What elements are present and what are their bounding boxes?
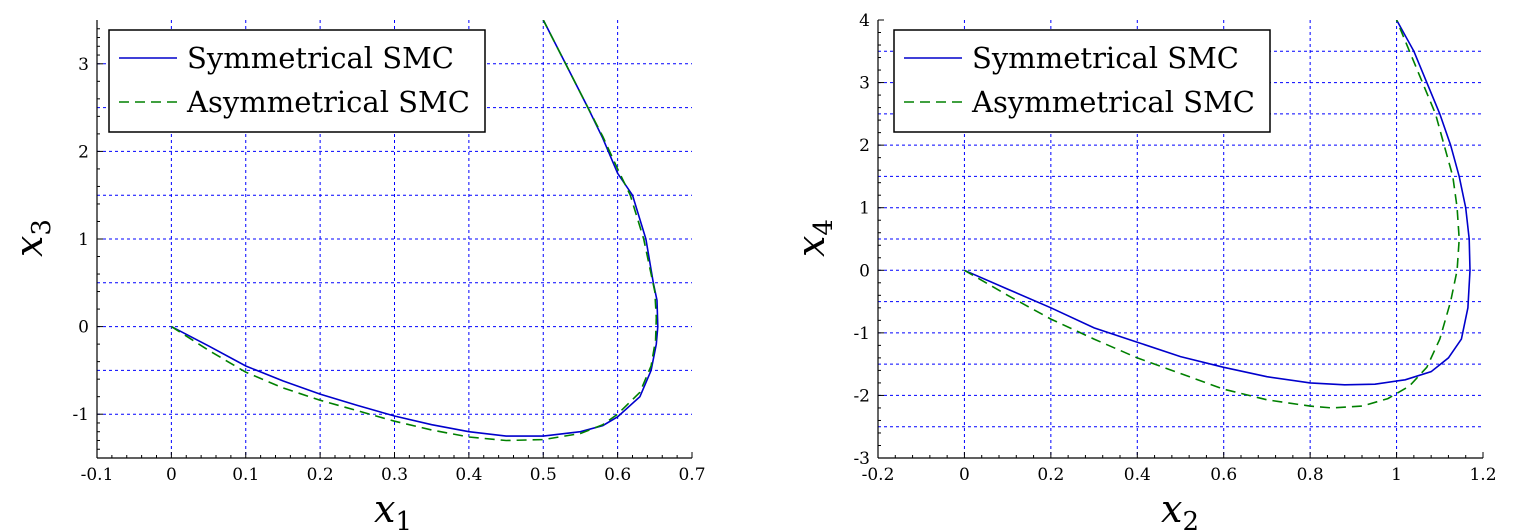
x-tick-label: 0.1 — [232, 465, 259, 485]
x-axis-label-subscript: 2 — [1182, 507, 1199, 532]
x-tick-label: 0.2 — [1037, 465, 1064, 485]
y-tick-label: 3 — [78, 55, 89, 75]
x-tick-label: 0.4 — [1124, 465, 1151, 485]
y-tick-label: 2 — [78, 142, 89, 162]
y-tick-label: 4 — [859, 11, 870, 31]
y-axis-label: x3 — [7, 219, 57, 257]
y-tick-label: 2 — [859, 136, 870, 156]
x-tick-label: 0.2 — [307, 465, 334, 485]
x-tick-label: 0.5 — [530, 465, 557, 485]
x-axis-label-subscript: 1 — [395, 507, 412, 532]
x-axis-label-main: x — [374, 487, 395, 531]
y-tick-label: 1 — [78, 230, 89, 250]
y-axis-label-main: x — [7, 236, 51, 257]
y-tick-label: 0 — [78, 318, 89, 338]
y-axis-label-subscript: 4 — [809, 219, 839, 236]
y-tick-label: 1 — [859, 199, 870, 219]
y-axis-label-subscript: 3 — [27, 219, 57, 236]
x-tick-label: -0.1 — [81, 465, 114, 485]
y-tick-label: 0 — [859, 261, 870, 281]
legend: Symmetrical SMC Asymmetrical SMC — [108, 29, 486, 133]
y-axis-label-main: x — [789, 236, 833, 257]
x-tick-label: 1 — [1391, 465, 1402, 485]
legend-label: Asymmetrical SMC — [971, 85, 1255, 119]
x-tick-label: 0.7 — [678, 465, 705, 485]
y-tick-label: -1 — [72, 405, 89, 425]
legend-box — [893, 29, 1271, 133]
series-line-symmetrical-smc — [964, 20, 1471, 386]
x-tick-label: 0.3 — [381, 465, 408, 485]
x-axis-label: x1 — [374, 487, 412, 532]
x-axis-label-main: x — [1161, 487, 1182, 531]
chart-x2-x4: -0.2 0 0.2 0.4 0.6 0.8 1 1.2-3-2-101234x2x4Symm… — [789, 11, 1497, 532]
x-tick-label: 0.4 — [455, 465, 482, 485]
x-tick-label: 0 — [166, 465, 177, 485]
legend-label: Asymmetrical SMC — [186, 85, 470, 119]
x-tick-label: 0.6 — [1210, 465, 1237, 485]
x-tick-label: 1.2 — [1469, 465, 1496, 485]
legend-label: Symmetrical SMC — [972, 41, 1239, 75]
series-line-asymmetrical-smc — [170, 20, 658, 442]
x-axis-label: x2 — [1161, 487, 1199, 532]
y-axis-label: x4 — [789, 219, 839, 257]
x-tick-label: 0 — [959, 465, 970, 485]
y-tick-label: 3 — [859, 74, 870, 94]
legend-label: Symmetrical SMC — [187, 41, 454, 75]
series-line-asymmetrical-smc — [963, 20, 1461, 409]
x-tick-label: 0.6 — [604, 465, 631, 485]
chart-x1-x3: -0.1 0 0.1 0.2 0.3 0.4 0.5 0.6 0.7-10123x1x3Symm… — [7, 20, 706, 532]
legend: Symmetrical SMC Asymmetrical SMC — [893, 29, 1271, 133]
legend-box — [108, 29, 486, 133]
x-tick-label: 0.8 — [1297, 465, 1324, 485]
y-tick-label: -1 — [853, 324, 870, 344]
y-tick-label: -3 — [853, 449, 870, 469]
x-tick-label: -0.2 — [862, 465, 895, 485]
y-tick-label: -2 — [853, 386, 870, 406]
